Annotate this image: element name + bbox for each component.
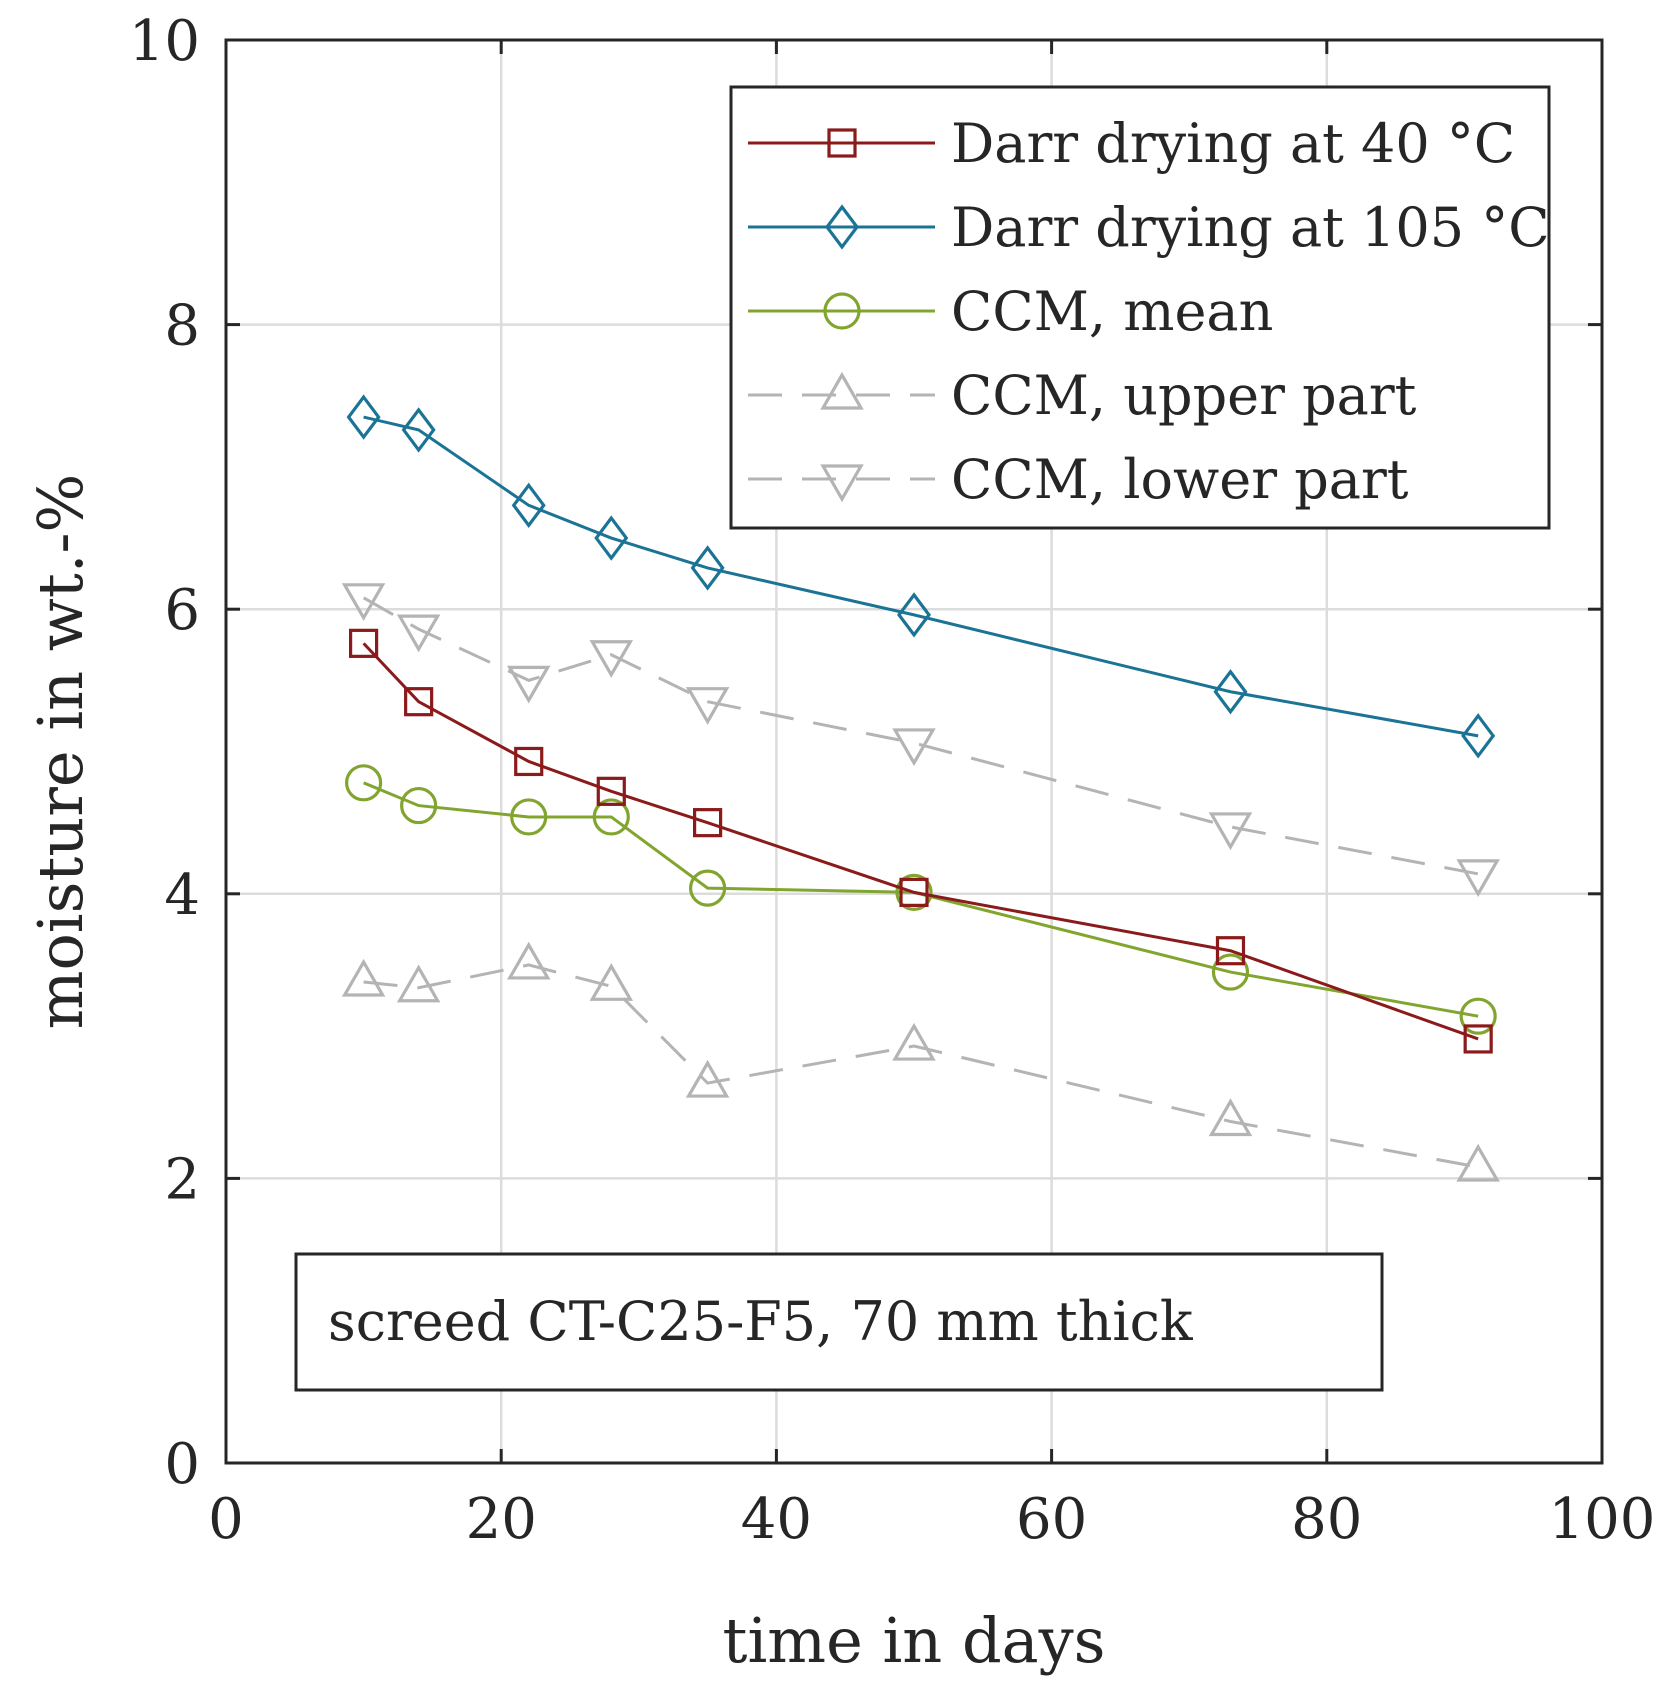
series-layer [341, 394, 1500, 1182]
data-point [1456, 1143, 1500, 1182]
data-point [346, 394, 381, 440]
legend-marker [820, 371, 864, 410]
series-4 [341, 583, 1500, 898]
data-point [400, 786, 438, 825]
data-point [349, 628, 379, 658]
data-point [396, 964, 441, 1003]
y-tick-label: 6 [164, 578, 200, 643]
data-point [514, 746, 544, 777]
series-line [362, 596, 1479, 876]
data-point [1211, 953, 1250, 991]
legend-box [729, 85, 1551, 530]
data-point [899, 877, 929, 907]
annotation-text: screed CT-C25-F5, 70 mm thick [328, 1290, 1194, 1353]
y-tick-label: 10 [129, 9, 200, 74]
legend-label: Darr drying at 40 °C [951, 112, 1515, 175]
data-point [897, 592, 931, 638]
data-point [506, 665, 551, 704]
data-point [1459, 997, 1497, 1035]
legend-item: Darr drying at 40 °C [748, 112, 1515, 175]
data-point [589, 640, 634, 678]
y-tick-label: 8 [164, 294, 200, 359]
series-0 [349, 628, 1493, 1054]
legend-marker [820, 464, 864, 503]
y-axis-title: moisture in wt.-% [24, 474, 97, 1030]
legend-item: Darr drying at 105 °C [748, 196, 1550, 259]
data-point [341, 958, 386, 997]
data-point [692, 808, 723, 838]
legend-label: CCM, mean [951, 280, 1273, 343]
series-line [362, 642, 1479, 1041]
legend-label: Darr drying at 105 °C [951, 196, 1550, 259]
annotation-box [294, 1252, 1384, 1392]
legend: Darr drying at 40 °C Darr drying at 105 °… [729, 85, 1551, 530]
y-tick-label: 0 [164, 1432, 200, 1497]
data-point [1208, 812, 1253, 851]
x-axis-title: time in days [723, 1604, 1106, 1677]
x-tick-label: 20 [466, 1487, 537, 1552]
data-point [690, 545, 725, 591]
data-point [892, 728, 936, 767]
data-point [685, 1059, 730, 1098]
annotation: screed CT-C25-F5, 70 mm thick [294, 1252, 1384, 1392]
data-point [1456, 859, 1500, 898]
data-point [404, 687, 434, 717]
legend-label: CCM, lower part [951, 448, 1409, 511]
x-tick-label: 100 [1549, 1487, 1656, 1552]
legend-marker [827, 128, 857, 158]
legend-item: CCM, lower part [748, 448, 1409, 511]
data-point [511, 482, 546, 528]
data-point [401, 407, 436, 453]
data-point [1208, 1098, 1253, 1137]
data-point [892, 1022, 936, 1061]
y-tick-label: 4 [164, 863, 200, 928]
legend-item: CCM, upper part [748, 364, 1417, 427]
series-line [363, 963, 1479, 1169]
legend-marker [825, 204, 859, 250]
data-point [1463, 1024, 1493, 1054]
x-tick-label: 80 [1291, 1487, 1362, 1552]
x-tick-label: 60 [1016, 1487, 1087, 1552]
data-point [685, 687, 730, 725]
series-2 [345, 764, 1497, 1035]
data-point [688, 869, 727, 907]
data-point [589, 963, 634, 1001]
data-point [596, 776, 626, 806]
data-point [341, 583, 386, 622]
data-point [1461, 713, 1496, 759]
series-3 [341, 941, 1500, 1182]
y-tick-label: 2 [164, 1147, 200, 1212]
data-point [396, 614, 441, 653]
data-point [345, 764, 383, 802]
data-point [592, 798, 630, 836]
legend-item: CCM, mean [748, 280, 1273, 343]
x-tick-label: 0 [208, 1487, 244, 1552]
plot-area-frame [224, 38, 1604, 1465]
x-tick-label: 40 [741, 1487, 812, 1552]
data-point [1215, 936, 1246, 966]
data-point [1213, 669, 1248, 715]
legend-marker [823, 292, 861, 330]
data-point [510, 798, 548, 836]
axis-ticks [224, 38, 1604, 1465]
data-point [506, 941, 551, 980]
data-point [895, 873, 933, 911]
series-line [363, 415, 1479, 738]
series-1 [346, 394, 1496, 759]
data-point [594, 515, 629, 561]
legend-label: CCM, upper part [951, 364, 1417, 427]
